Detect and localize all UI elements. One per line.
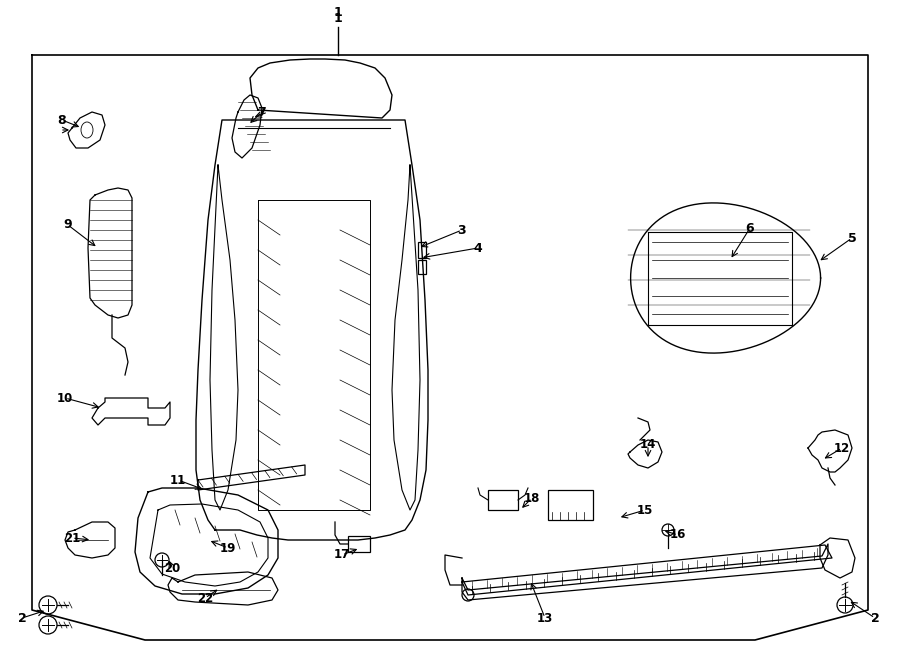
Text: 20: 20 xyxy=(164,561,180,574)
Text: 17: 17 xyxy=(334,549,350,561)
Text: 1: 1 xyxy=(334,5,342,19)
Text: 2: 2 xyxy=(18,611,26,625)
Text: 15: 15 xyxy=(637,504,653,516)
Text: 4: 4 xyxy=(473,241,482,254)
Bar xyxy=(418,260,426,274)
Text: 14: 14 xyxy=(640,438,656,451)
Text: 6: 6 xyxy=(746,221,754,235)
Text: 18: 18 xyxy=(524,492,540,504)
Text: 11: 11 xyxy=(170,473,186,486)
Text: 3: 3 xyxy=(458,223,466,237)
Text: 19: 19 xyxy=(220,541,236,555)
Text: 7: 7 xyxy=(257,106,266,118)
Bar xyxy=(418,242,426,258)
Text: 22: 22 xyxy=(197,592,213,605)
Text: 1: 1 xyxy=(334,11,342,24)
Text: 5: 5 xyxy=(848,231,857,245)
Bar xyxy=(348,536,370,552)
Text: 2: 2 xyxy=(870,611,879,625)
Text: 9: 9 xyxy=(64,219,72,231)
Text: 10: 10 xyxy=(57,391,73,405)
Text: 16: 16 xyxy=(670,529,686,541)
Text: 8: 8 xyxy=(58,114,67,126)
Text: 12: 12 xyxy=(834,442,850,455)
Text: 13: 13 xyxy=(537,611,554,625)
Text: 21: 21 xyxy=(64,531,80,545)
